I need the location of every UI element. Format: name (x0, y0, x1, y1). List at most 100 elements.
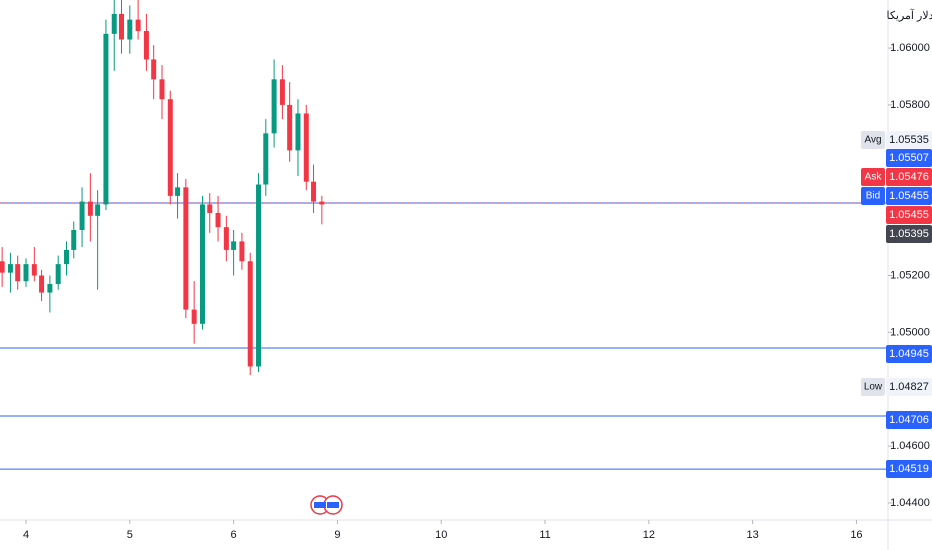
price-tag-value-bg (886, 206, 932, 224)
price-tag-value-bg (886, 149, 932, 167)
flag-stripe (314, 502, 326, 508)
y-tick-label: 1.06000 (890, 42, 930, 54)
price-tag-value-bg (886, 411, 932, 429)
candle-body (223, 227, 229, 250)
x-tick-label: 13 (747, 529, 759, 541)
price-tag-value: 1.05476 (889, 171, 929, 183)
candle-body (95, 204, 101, 216)
y-tick-label: 1.04400 (890, 497, 930, 509)
price-tag-value-bg (886, 345, 932, 363)
price-tag-value-bg (886, 460, 932, 478)
candle-body (199, 204, 205, 324)
candle-body (319, 201, 325, 205)
x-tick-label: 4 (23, 529, 29, 541)
price-tag: 1.05507 (886, 149, 932, 167)
price-tag-name-bg (861, 131, 885, 149)
candle-body (31, 264, 37, 276)
candle-body (191, 309, 197, 324)
price-tag-name: Low (864, 382, 883, 393)
candle-body (143, 30, 149, 60)
candle-body (231, 241, 237, 250)
candle-body (15, 264, 21, 282)
x-tick-label: 9 (334, 529, 340, 541)
x-tick-label: 11 (539, 529, 550, 541)
candle-body (159, 79, 165, 100)
price-tag: 1.04706 (886, 411, 932, 429)
price-tag-name: Bid (866, 191, 880, 202)
candle-body (0, 261, 5, 273)
candle-body (151, 59, 157, 80)
candle-body (239, 241, 245, 262)
price-tag-value-bg (886, 131, 932, 149)
x-tick-label: 6 (231, 529, 237, 541)
price-tag: 1.04519 (886, 460, 932, 478)
price-tag: 1.05535 Avg (861, 131, 932, 149)
currency-label: دلار آمریکا (886, 9, 932, 22)
candle-body (247, 261, 253, 367)
price-tag-name-bg (861, 168, 885, 186)
candle-body (207, 204, 213, 213)
price-tag: 1.05455 Bid (861, 187, 932, 205)
price-tag: 1.05455 (886, 206, 932, 224)
price-tag-value: 1.05507 (889, 152, 929, 164)
candle-body (167, 99, 173, 196)
price-tag-value-bg (886, 168, 932, 186)
price-tag-value-bg (886, 187, 932, 205)
candle-body (135, 19, 141, 31)
flag-stripe (327, 502, 339, 508)
price-tag-name: Ask (865, 172, 883, 183)
x-tick-label: 5 (127, 529, 133, 541)
candle-body (263, 133, 269, 185)
candle-body (215, 212, 221, 228)
price-tag-value-bg (886, 225, 932, 243)
price-tag-value: 1.04827 (889, 381, 929, 393)
candle-body (271, 79, 277, 134)
price-tag-value: 1.05395 (889, 228, 929, 240)
price-tag-name-bg (861, 378, 885, 396)
y-tick-label: 1.05200 (890, 269, 930, 281)
candle-body (55, 264, 61, 285)
candle-body (63, 249, 69, 265)
price-tag-value-bg (886, 378, 932, 396)
candle-body (127, 19, 133, 40)
candle-body (39, 275, 45, 293)
candle-body (295, 113, 301, 151)
candle-body (7, 264, 13, 273)
event-flags (310, 495, 343, 515)
price-tag-value: 1.04945 (889, 348, 929, 360)
candle-body (79, 201, 85, 231)
candle-body (183, 187, 189, 310)
price-tag-value: 1.05455 (889, 209, 929, 221)
candle-body (71, 230, 77, 250)
price-tag: 1.04945 (886, 345, 932, 363)
candle-body (303, 113, 309, 182)
price-tag-name: Avg (864, 135, 881, 146)
candle-body (175, 187, 181, 196)
y-tick-label: 1.05000 (890, 326, 930, 338)
y-tick-label: 1.04600 (890, 440, 930, 452)
y-tick-label: 1.05800 (890, 99, 930, 111)
candle-body (103, 33, 109, 205)
price-tag-value: 1.04706 (889, 414, 929, 426)
price-tag: 1.04827 Low (861, 378, 932, 396)
candle-body (311, 181, 317, 202)
candle-body (47, 284, 53, 293)
candle-body (87, 201, 93, 216)
candle-body (23, 264, 29, 282)
candle-body (119, 13, 125, 40)
price-tag: 1.05476 Ask (861, 168, 932, 186)
candle-body (256, 184, 262, 367)
candle-body (279, 79, 285, 105)
price-tag-value: 1.05535 (889, 134, 929, 146)
x-tick-label: 16 (850, 529, 862, 541)
x-tick-label: 10 (435, 529, 447, 541)
candle-body (111, 13, 117, 34)
candle-body (287, 104, 293, 151)
x-tick-label: 12 (643, 529, 655, 541)
price-tag: 1.05395 (886, 225, 932, 243)
price-tag-value: 1.04519 (889, 463, 929, 475)
price-tag-value: 1.05455 (889, 190, 929, 202)
price-tag-name-bg (861, 187, 885, 205)
